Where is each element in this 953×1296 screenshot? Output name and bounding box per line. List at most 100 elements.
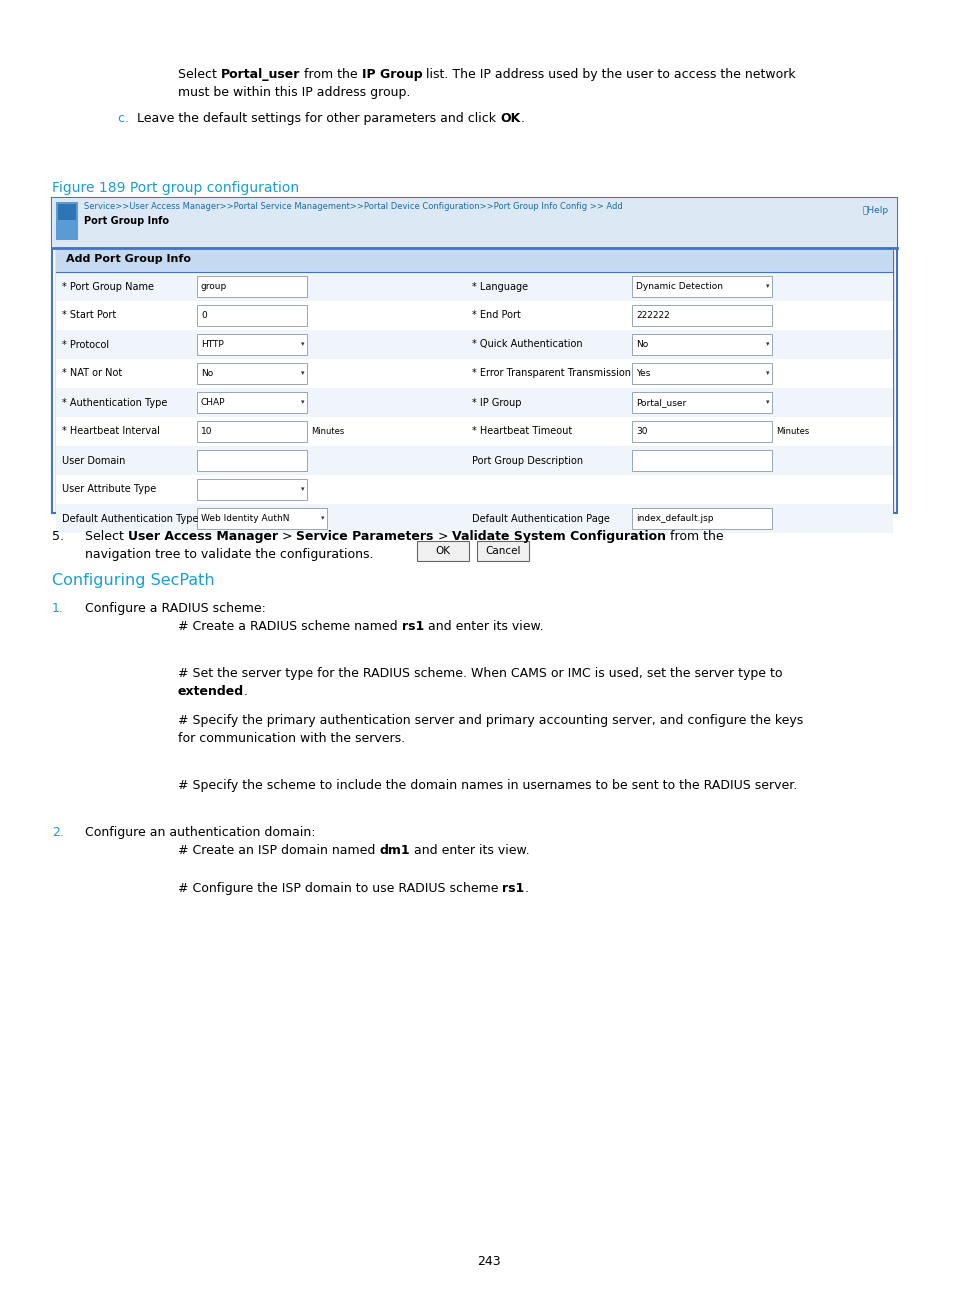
Text: Validate System Configuration: Validate System Configuration [452,530,666,543]
Text: * Authentication Type: * Authentication Type [62,398,167,407]
Text: 243: 243 [476,1255,500,1267]
Text: extended: extended [178,686,244,699]
Text: ▾: ▾ [764,284,768,289]
Text: must be within this IP address group.: must be within this IP address group. [178,86,410,98]
Text: OK: OK [499,111,519,124]
Text: * Quick Authentication: * Quick Authentication [472,340,582,350]
Bar [631,393,771,413]
Text: ▾: ▾ [764,371,768,377]
Text: Configure a RADIUS scheme:: Configure a RADIUS scheme: [85,603,266,616]
Text: Add Port Group Info: Add Port Group Info [66,254,191,264]
Text: for communication with the servers.: for communication with the servers. [178,732,405,745]
Text: Service>>User Access Manager>>Portal Service Management>>Portal Device Configura: Service>>User Access Manager>>Portal Ser… [84,202,622,211]
Bar [196,363,307,384]
Text: IP Group: IP Group [361,67,422,80]
Text: Yes: Yes [636,369,650,378]
Bar [631,508,771,529]
Text: 5.: 5. [52,530,64,543]
Bar [196,276,307,297]
Bar [196,421,307,442]
Bar [196,393,307,413]
Text: * Protocol: * Protocol [62,340,109,350]
Text: No: No [636,340,648,349]
Text: ⓘHelp: ⓘHelp [862,206,888,215]
Text: OK: OK [435,546,450,556]
Text: 1.: 1. [52,603,64,616]
Bar [631,421,771,442]
Text: from the: from the [666,530,723,543]
Text: Portal_user: Portal_user [636,398,685,407]
Bar [196,508,327,529]
Text: Cancel: Cancel [485,546,520,556]
Text: >: > [434,530,452,543]
Text: User Access Manager: User Access Manager [128,530,277,543]
Text: Portal_user: Portal_user [221,67,300,80]
Text: and enter its view.: and enter its view. [423,619,543,632]
Text: 30: 30 [636,426,647,435]
Text: No: No [201,369,213,378]
Text: Minutes: Minutes [311,426,344,435]
Bar [56,272,892,301]
Text: # Configure the ISP domain to use RADIUS scheme: # Configure the ISP domain to use RADIUS… [178,883,502,896]
Text: * Port Group Name: * Port Group Name [62,281,153,292]
Text: >: > [277,530,296,543]
Text: list. The IP address used by the user to access the network: list. The IP address used by the user to… [422,67,796,80]
Bar [196,450,307,470]
Text: * IP Group: * IP Group [472,398,521,407]
Text: from the: from the [300,67,361,80]
Bar [196,305,307,325]
Bar [56,446,892,476]
Bar [56,504,892,533]
Text: * Error Transparent Transmission: * Error Transparent Transmission [472,368,630,378]
Text: # Specify the primary authentication server and primary accounting server, and c: # Specify the primary authentication ser… [178,714,802,727]
Text: CHAP: CHAP [201,398,225,407]
Bar [476,540,529,561]
Text: Minutes: Minutes [775,426,808,435]
Text: rs1: rs1 [502,883,524,896]
Bar [631,363,771,384]
Text: and enter its view.: and enter its view. [410,844,529,857]
Bar [58,203,76,220]
Text: # Specify the scheme to include the domain names in usernames to be sent to the : # Specify the scheme to include the doma… [178,779,797,792]
Text: Service Parameters: Service Parameters [296,530,434,543]
Text: User Attribute Type: User Attribute Type [62,485,156,495]
Text: # Set the server type for the RADIUS scheme. When CAMS or IMC is used, set the s: # Set the server type for the RADIUS sch… [178,667,781,680]
Text: User Domain: User Domain [62,455,125,465]
Text: Port Group Description: Port Group Description [472,455,582,465]
Bar [56,417,892,446]
Text: Select: Select [85,530,128,543]
Bar [196,334,307,355]
Text: * Start Port: * Start Port [62,311,116,320]
Bar [52,198,896,513]
Text: ▾: ▾ [300,342,304,347]
Text: Web Identity AuthN: Web Identity AuthN [201,515,289,524]
Text: * Language: * Language [472,281,528,292]
Text: ▾: ▾ [320,516,324,521]
Text: # Create an ISP domain named: # Create an ISP domain named [178,844,379,857]
Text: Configure an authentication domain:: Configure an authentication domain: [85,826,315,839]
Bar [56,301,892,330]
Bar [56,330,892,359]
Bar [52,198,896,248]
Text: 2.: 2. [52,826,64,839]
Text: ▾: ▾ [764,342,768,347]
Text: * NAT or Not: * NAT or Not [62,368,122,378]
Text: c.: c. [118,111,137,124]
Text: Select: Select [178,67,221,80]
Text: rs1: rs1 [401,619,423,632]
Text: * Heartbeat Interval: * Heartbeat Interval [62,426,160,437]
Text: Figure 189 Port group configuration: Figure 189 Port group configuration [52,181,299,194]
Bar [416,540,469,561]
Text: ▾: ▾ [300,486,304,492]
Bar [56,359,892,388]
Text: navigation tree to validate the configurations.: navigation tree to validate the configur… [85,548,374,561]
Text: Dynamic Detection: Dynamic Detection [636,283,722,292]
Text: .: . [519,111,524,124]
Bar [631,450,771,470]
Text: index_default.jsp: index_default.jsp [636,515,713,524]
Bar [196,480,307,500]
Text: ▾: ▾ [764,399,768,406]
Text: Configuring SecPath: Configuring SecPath [52,573,214,588]
Text: 222222: 222222 [636,311,669,320]
Text: ▾: ▾ [300,399,304,406]
